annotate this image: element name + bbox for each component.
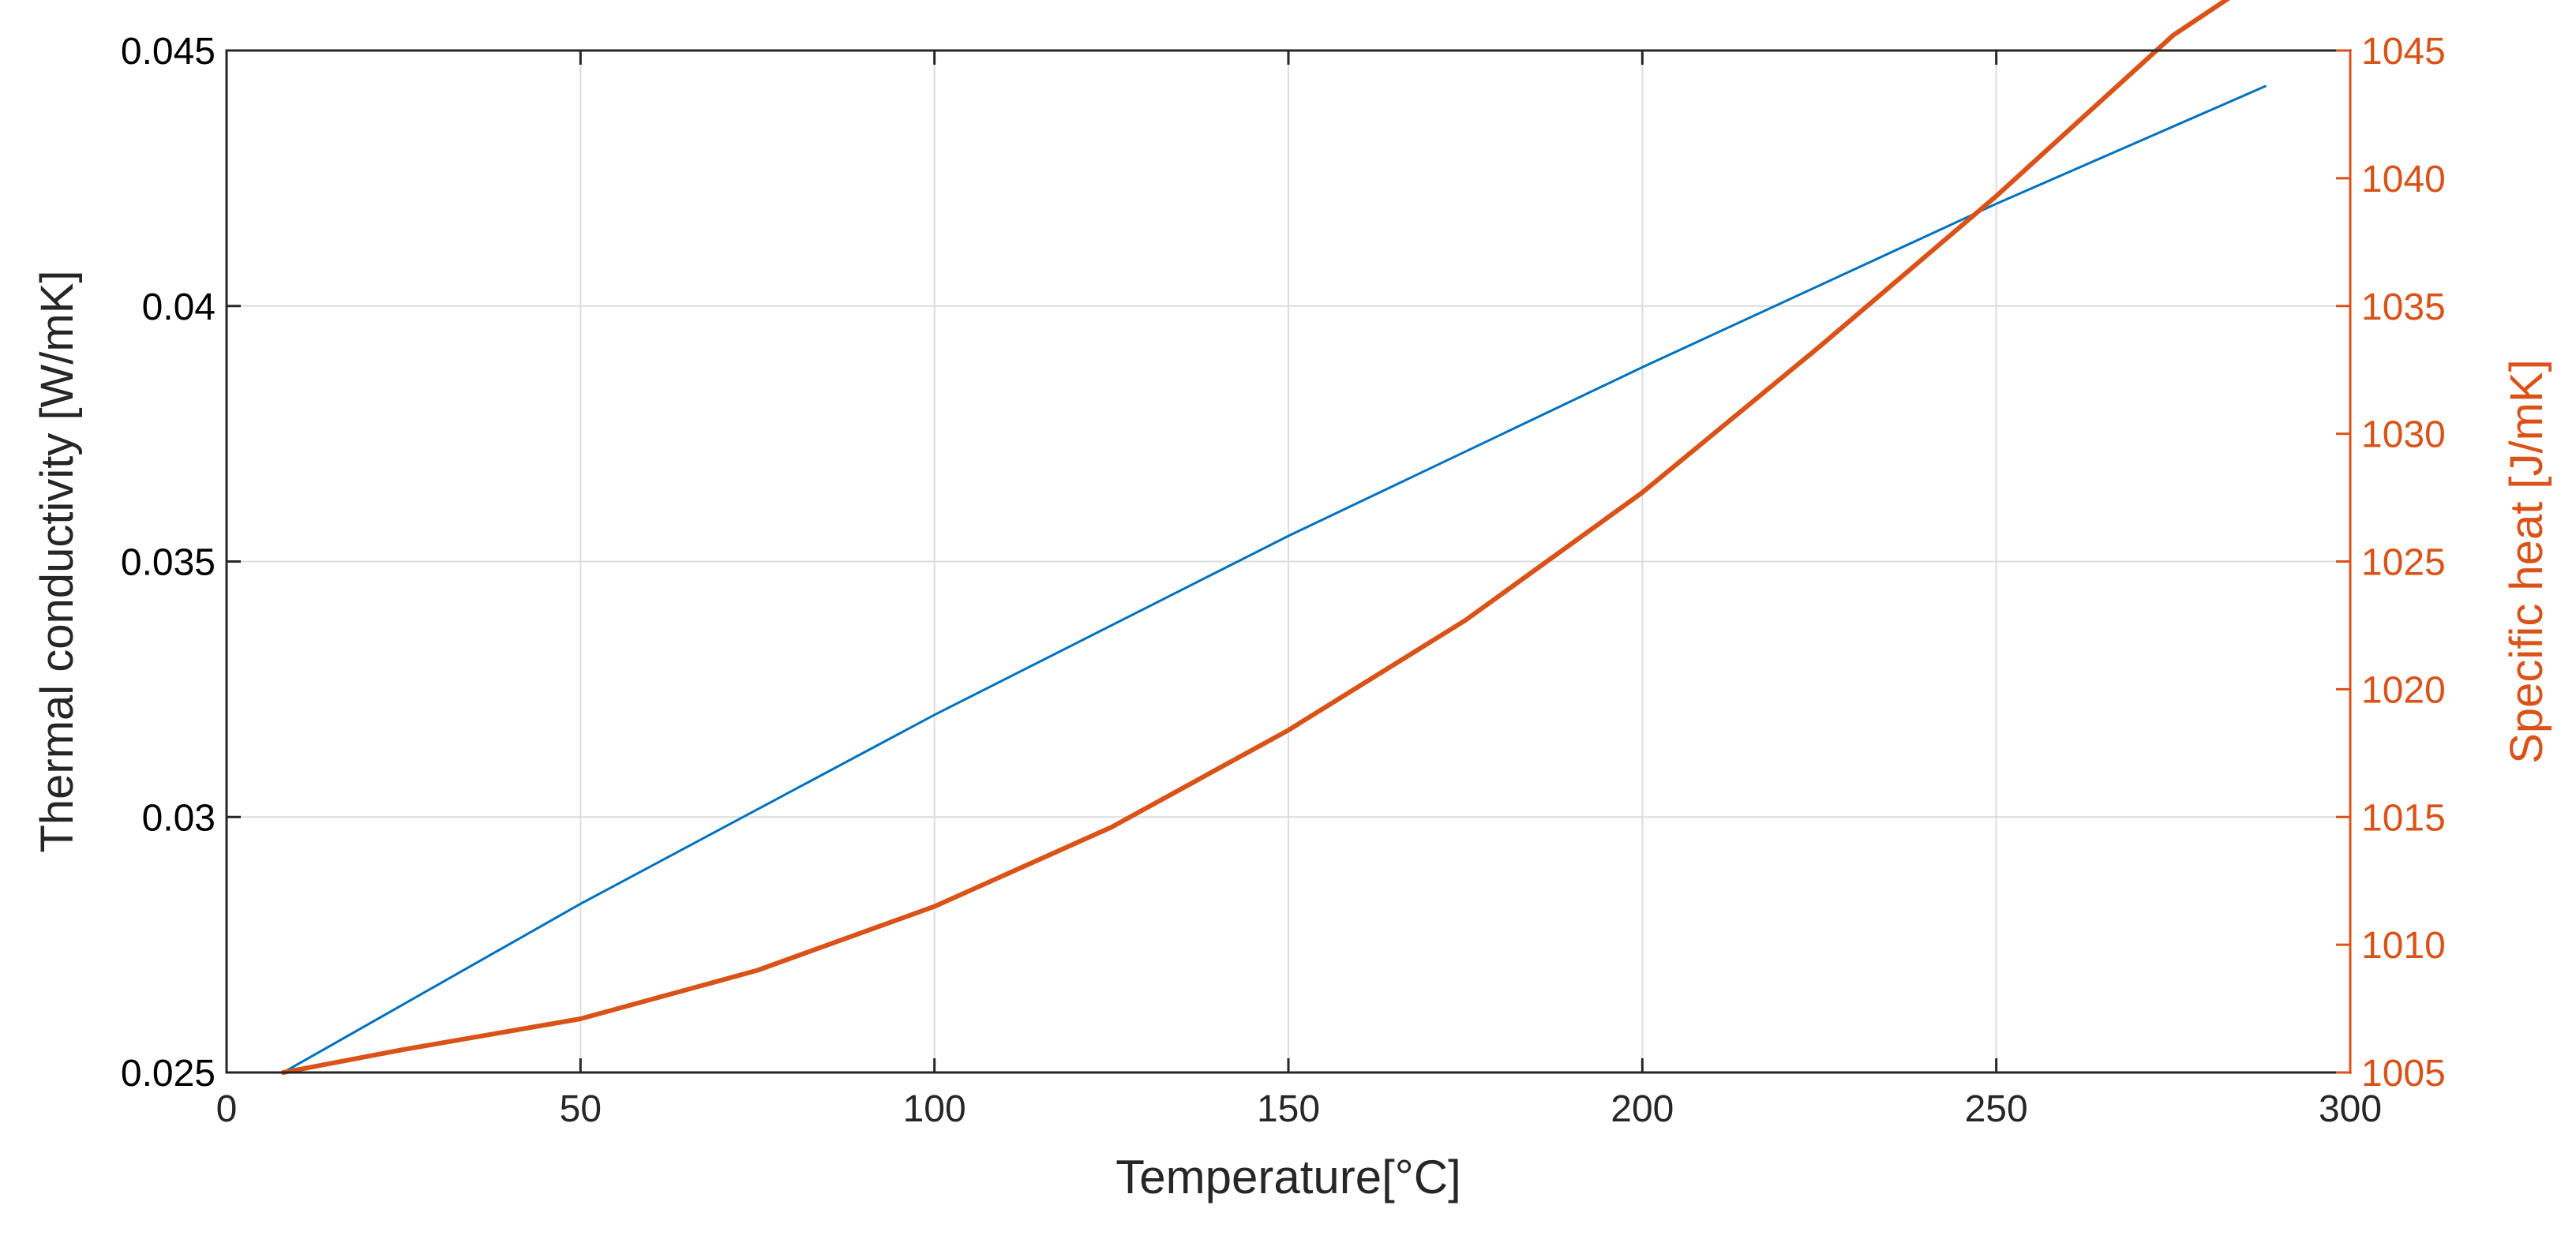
y-left-tick-label: 0.025: [121, 1053, 216, 1095]
y-right-tick-label: 1040: [2361, 159, 2446, 200]
y-right-tick-label: 1010: [2361, 925, 2446, 967]
x-tick-label: 250: [1965, 1088, 2028, 1130]
series-lines: [280, 0, 2267, 1075]
y-right-tick-label: 1030: [2361, 414, 2446, 456]
y-left-tick-label: 0.035: [121, 542, 216, 584]
y-right-tick-label: 1045: [2361, 31, 2446, 73]
grid-lines: [226, 50, 2351, 1073]
y-right-tick-label: 1020: [2361, 669, 2446, 711]
x-axis-label: Temperature[°C]: [1116, 1151, 1461, 1203]
y-axis-left-label: Thermal conductivity [W/mK]: [32, 270, 83, 852]
x-tick-label: 50: [560, 1088, 602, 1130]
series-line-specific-heat: [280, 0, 2231, 1075]
y-right-tick-label: 1025: [2361, 542, 2446, 584]
y-axis-right-label: Specific heat [J/mK]: [2501, 359, 2552, 764]
x-tick-label: 200: [1610, 1088, 1674, 1130]
axis-ticks: 0 50 100 150 200 250 300 0.025 0.03 0.035 0.04 0.04…: [121, 31, 2446, 1130]
y-right-tick-label: 1035: [2361, 286, 2446, 328]
x-tick-label: 0: [216, 1088, 238, 1130]
y-left-tick-label: 0.04: [142, 286, 216, 328]
series-line-thermal-conductivity: [282, 84, 2267, 1074]
x-tick-label: 150: [1257, 1088, 1320, 1130]
x-tick-label: 300: [2319, 1088, 2382, 1130]
y-left-tick-label: 0.03: [142, 797, 216, 839]
x-tick-label: 100: [903, 1088, 966, 1130]
y-right-tick-label: 1015: [2361, 797, 2446, 839]
y-left-tick-label: 0.045: [121, 31, 216, 73]
y-right-tick-label: 1005: [2361, 1053, 2446, 1095]
